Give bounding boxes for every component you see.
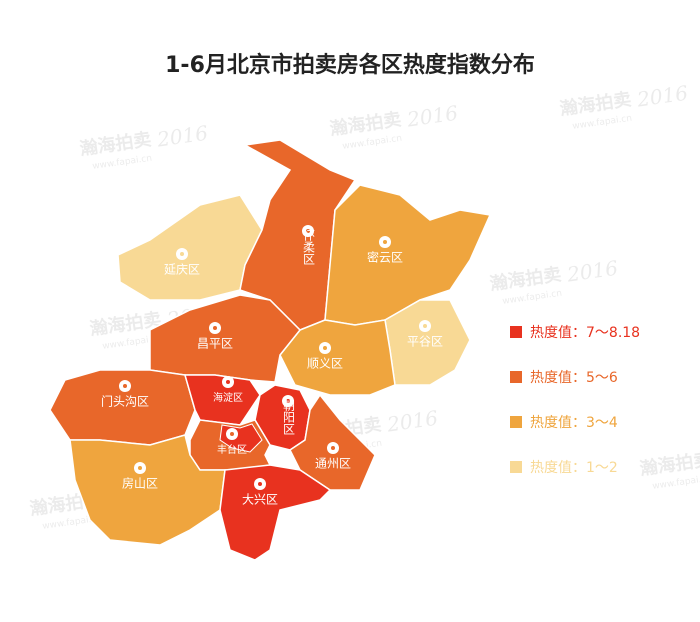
district-label: 丰台区: [217, 443, 247, 456]
legend-swatch: [510, 461, 522, 473]
title: 1-6月北京市拍卖房各区热度指数分布: [165, 52, 535, 78]
district-area: [219, 464, 332, 561]
legend-label: 热度值：3～4: [530, 415, 618, 431]
legend-swatch: [510, 326, 522, 338]
location-pin-dot: [286, 399, 290, 403]
district-label: 昌平区: [197, 337, 233, 351]
location-pin-dot: [423, 324, 427, 328]
district-label: 大兴区: [242, 493, 278, 507]
district-label: 密云区: [367, 250, 403, 265]
location-pin-dot: [383, 240, 387, 244]
legend-swatch: [510, 416, 522, 428]
legend-label: 热度值：5～6: [530, 370, 618, 386]
location-pin-dot: [258, 482, 262, 486]
location-pin-dot: [306, 229, 310, 233]
location-pin-dot: [123, 384, 127, 388]
location-pin-dot: [331, 446, 335, 450]
district-label: 门头沟区: [101, 394, 149, 409]
district-label: 怀柔区: [302, 229, 316, 265]
location-pin-dot: [230, 432, 234, 436]
district-label: 平谷区: [407, 335, 443, 349]
district-label: 朝阳区: [282, 399, 296, 435]
district-label: 海淀区: [213, 391, 243, 404]
legend-swatch: [510, 371, 522, 383]
legend-label: 热度值：1～2: [530, 460, 618, 476]
location-pin-dot: [323, 346, 327, 350]
district-label: 顺义区: [307, 357, 343, 371]
location-pin-dot: [138, 466, 142, 470]
legend-label: 热度值：7～8.18: [530, 325, 640, 341]
location-pin-dot: [226, 380, 230, 384]
district-label: 通州区: [315, 457, 351, 471]
district-label: 房山区: [122, 476, 158, 491]
location-pin-dot: [213, 326, 217, 330]
location-pin-dot: [180, 252, 184, 256]
district-label: 延庆区: [164, 263, 200, 277]
